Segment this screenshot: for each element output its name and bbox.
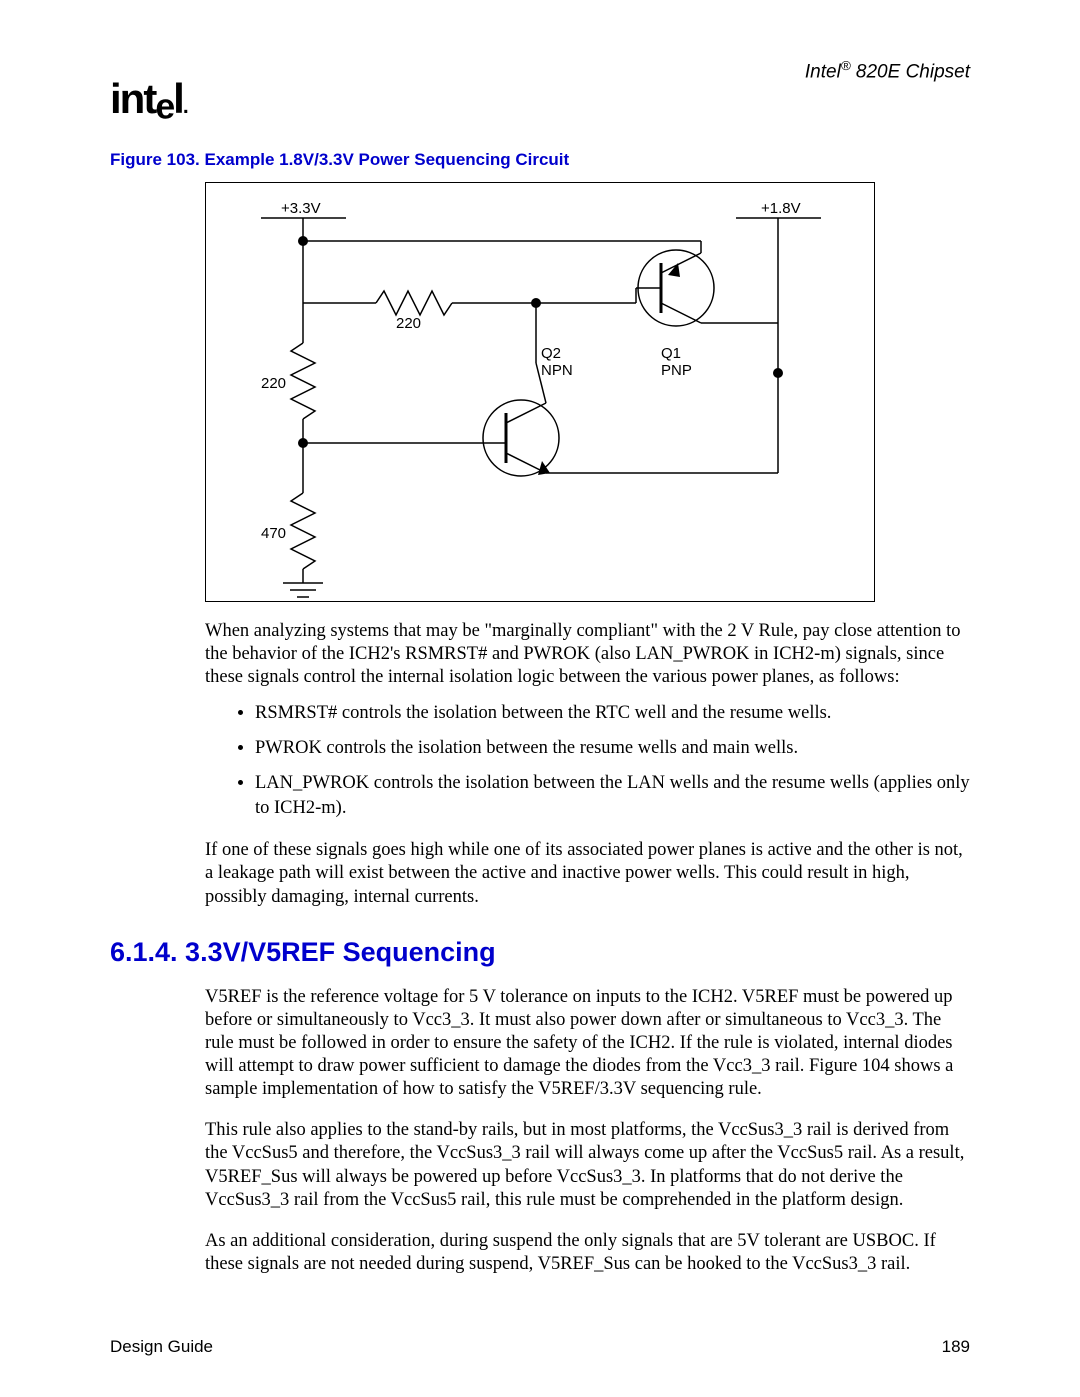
label-1v8: +1.8V [761, 200, 801, 217]
label-r-left: 220 [261, 375, 286, 392]
label-q1: Q1 [661, 345, 681, 362]
section-p3: As an additional consideration, during s… [205, 1230, 970, 1276]
bullet-item: LAN_PWROK controls the isolation between… [255, 771, 970, 821]
label-npn: NPN [541, 362, 573, 379]
paragraph-2: If one of these signals goes high while … [205, 839, 970, 908]
label-r-bottom: 470 [261, 525, 286, 542]
label-q2: Q2 [541, 345, 561, 362]
bullet-item: PWROK controls the isolation between the… [255, 736, 970, 761]
label-3v3: +3.3V [281, 200, 321, 217]
header-product: Intel® 820E Chipset [805, 58, 970, 83]
bullet-item: RSMRST# controls the isolation between t… [255, 701, 970, 726]
section-p1: V5REF is the reference voltage for 5 V t… [205, 986, 970, 1102]
footer-right: 189 [942, 1337, 970, 1357]
intel-logo: intel. [110, 75, 187, 127]
label-pnp: PNP [661, 362, 692, 379]
circuit-diagram: +3.3V +1.8V 220 220 4 [205, 182, 875, 602]
label-r-top: 220 [396, 315, 421, 332]
header-product-text: 820E Chipset [856, 61, 970, 82]
figure-caption: Figure 103. Example 1.8V/3.3V Power Sequ… [110, 150, 970, 170]
footer-left: Design Guide [110, 1337, 213, 1357]
section-p2: This rule also applies to the stand-by r… [205, 1119, 970, 1212]
bullet-list: RSMRST# controls the isolation between t… [235, 701, 970, 821]
circuit-svg: +3.3V +1.8V 220 220 4 [206, 183, 874, 601]
paragraph-1: When analyzing systems that may be "marg… [205, 620, 970, 689]
section-heading: 6.1.4. 3.3V/V5REF Sequencing [110, 937, 970, 968]
